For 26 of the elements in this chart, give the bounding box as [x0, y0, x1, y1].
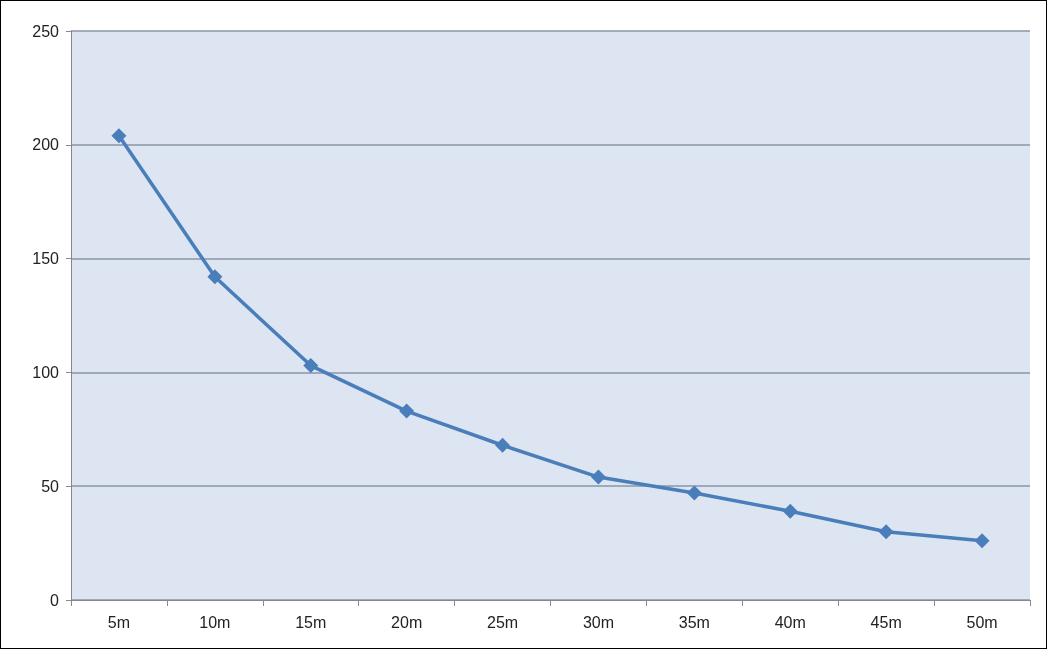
- y-tick-label: 0: [50, 591, 60, 609]
- x-tick-label: 5m: [107, 613, 131, 631]
- x-tick-label: 20m: [391, 613, 423, 631]
- point: [974, 533, 990, 549]
- x-tick-label: 50m: [966, 613, 998, 631]
- point: [111, 128, 127, 144]
- y-tick-label: 50: [41, 477, 60, 495]
- point: [303, 358, 319, 374]
- point: [878, 524, 894, 540]
- x-tick-label: 35m: [678, 613, 710, 631]
- y-tick-label: 250: [32, 22, 60, 40]
- point: [399, 403, 415, 419]
- x-tick-label: 45m: [870, 613, 902, 631]
- x-tick-label: 40m: [774, 613, 806, 631]
- y-tick-label: 200: [32, 136, 60, 154]
- point: [495, 437, 511, 453]
- x-tick-label: 25m: [486, 613, 519, 631]
- x-tick-label: 15m: [295, 613, 327, 631]
- point: [207, 269, 223, 285]
- y-tick-label: 150: [32, 250, 60, 268]
- point: [590, 469, 606, 485]
- point: [782, 503, 798, 519]
- x-tick-label: 30m: [582, 613, 615, 631]
- y-tick-label: 100: [32, 363, 60, 381]
- point: [686, 485, 702, 501]
- x-tick-label: 10m: [199, 613, 231, 631]
